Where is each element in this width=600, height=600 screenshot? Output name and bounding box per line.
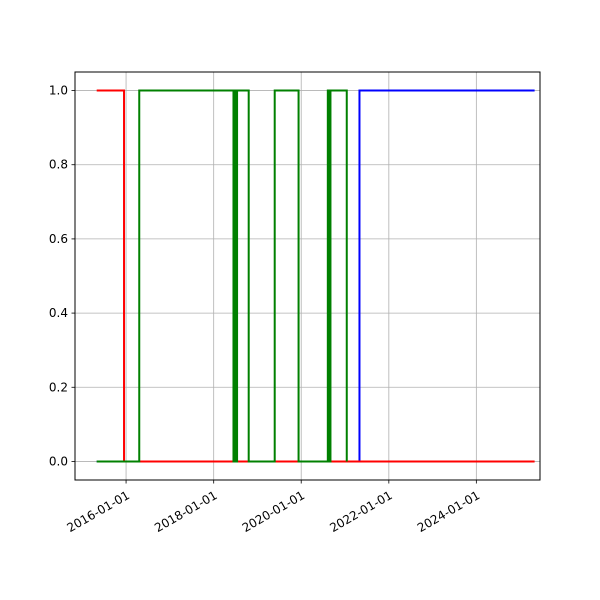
y-tick-label: 0.0 [49,454,68,468]
y-tick-label: 1.0 [49,84,68,98]
series-layer [96,89,535,463]
y-tick-label: 0.4 [49,306,68,320]
y-tick-label: 0.6 [49,232,68,246]
y-axis: 0.0 0.2 0.4 0.6 0.8 1.0 [49,84,75,468]
y-tick-label: 0.2 [49,380,68,394]
y-tick-label: 0.8 [49,158,68,172]
plot-frame [74,71,541,481]
series-line-2 [96,89,348,463]
